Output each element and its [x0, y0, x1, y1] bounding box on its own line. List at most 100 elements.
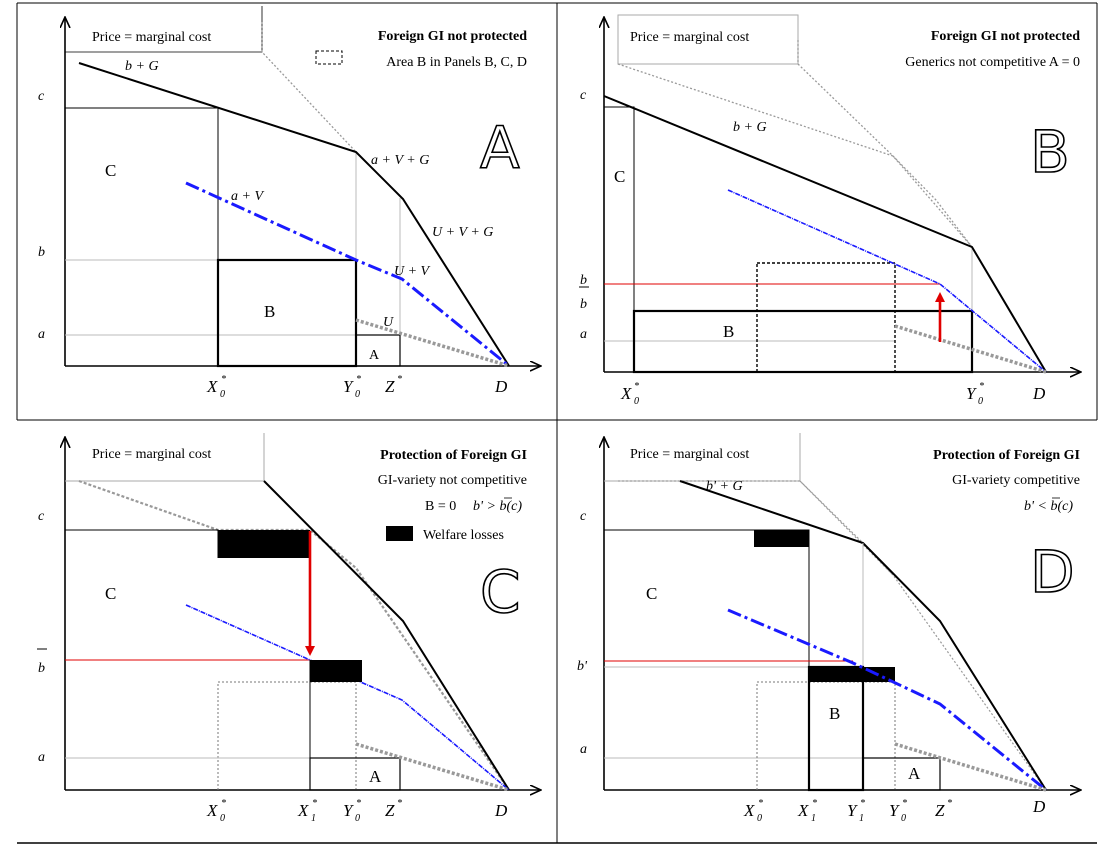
panel-b-area-label-b: B	[723, 322, 734, 341]
panel-a-curve-label-a-v-g: a + V + G	[371, 153, 429, 168]
panel-b: Price = marginal cost c b b a X *	[579, 15, 1080, 407]
panel-c-letter: C	[480, 558, 521, 626]
svg-text:Y: Y	[343, 801, 354, 820]
panel-d-letter: D	[1030, 538, 1075, 606]
panel-c-condition-right: b' > b(c)	[473, 499, 522, 514]
svg-text:0: 0	[355, 813, 360, 824]
panel-d-x-label-z: Z *	[935, 798, 952, 820]
panel-b-blue-curve	[728, 190, 1046, 372]
svg-text:b: b	[580, 273, 587, 288]
panel-b-y-label-a: a	[580, 327, 587, 342]
svg-text:X: X	[620, 384, 632, 403]
svg-text:*: *	[634, 381, 639, 392]
panel-c-welfare-loss-lower	[310, 660, 362, 682]
panel-c-x-label-z: Z *	[385, 798, 402, 820]
panel-a-y-label-a: a	[38, 327, 45, 342]
panel-a-title: Foreign GI not protected	[378, 29, 527, 44]
svg-text:*: *	[397, 374, 402, 385]
svg-text:Y: Y	[847, 801, 858, 820]
svg-text:*: *	[221, 374, 226, 385]
svg-text:X: X	[206, 377, 218, 396]
panel-d-area-b	[809, 667, 863, 790]
panel-b-y-label-b: b	[580, 297, 587, 312]
panel-a-legend-text: Area B in Panels B, C, D	[386, 55, 527, 70]
panel-a-y-label-b: b	[38, 245, 45, 260]
panel-c-x-label-d: D	[494, 801, 508, 820]
svg-text:X: X	[797, 801, 809, 820]
panel-c-legend-text: Welfare losses	[423, 528, 504, 543]
panel-d-welfare-loss-upper	[754, 530, 809, 547]
panel-a-area-label-c: C	[105, 161, 116, 180]
panel-a-curve-label-u-v: U + V	[394, 264, 431, 279]
panel-b-area-label-c: C	[614, 167, 625, 186]
svg-text:Z: Z	[385, 377, 395, 396]
panel-a: Price = marginal cost c b a X * 0 Y *	[38, 6, 540, 400]
panel-d: Price = marginal cost c b' a X *	[577, 433, 1080, 824]
panel-a-blue-curve	[186, 183, 509, 366]
panel-d-x-label-d: D	[1032, 797, 1046, 816]
panel-d-y-label-a: a	[580, 742, 587, 757]
panel-c-welfare-loss-upper	[218, 530, 310, 558]
svg-text:*: *	[979, 381, 984, 392]
svg-text:*: *	[397, 798, 402, 809]
panel-c-top-left-label: Price = marginal cost	[92, 447, 211, 462]
panel-a-curve-label-u: U	[383, 315, 394, 330]
panel-a-x-label-d: D	[494, 377, 508, 396]
panel-c-x-label-y0: Y * 0	[343, 798, 361, 824]
panel-c-x-label-x1: X * 1	[297, 798, 317, 824]
svg-text:*: *	[312, 798, 317, 809]
panel-c-y-label-c: c	[38, 509, 45, 524]
panel-a-area-b	[218, 260, 356, 366]
panel-a-x-label-x0: X * 0	[206, 374, 226, 400]
panel-a-area-label-b: B	[264, 302, 275, 321]
panel-c-area-label-a: A	[369, 767, 382, 786]
panel-b-x-label-x0: X * 0	[620, 381, 639, 407]
panel-d-x-label-y1: Y * 1	[847, 798, 865, 824]
panel-b-curve-label-b-g: b + G	[733, 120, 767, 135]
svg-text:X: X	[206, 801, 218, 820]
panel-a-x-label-z: Z *	[385, 374, 402, 396]
panel-d-top-left-label: Price = marginal cost	[630, 447, 749, 462]
svg-text:*: *	[812, 798, 817, 809]
panel-d-x-label-y0: Y * 0	[889, 798, 907, 824]
svg-text:*: *	[758, 798, 763, 809]
panel-c-subtitle: GI-variety not competitive	[378, 473, 527, 488]
svg-text:*: *	[356, 798, 361, 809]
panel-c-area-a	[310, 758, 400, 790]
panel-a-top-left-label: Price = marginal cost	[92, 30, 211, 45]
panel-c: Price = marginal cost c b a X	[37, 433, 540, 824]
svg-text:Z: Z	[385, 801, 395, 820]
panel-a-curve-label-b-g: b + G	[125, 59, 159, 74]
panel-d-y-label-c: c	[580, 509, 587, 524]
panel-c-legend-swatch	[386, 526, 413, 541]
panel-b-y-label-c: c	[580, 88, 587, 103]
panel-d-x-label-x1: X * 1	[797, 798, 817, 824]
panel-a-x-label-y0: Y * 0	[343, 374, 361, 400]
svg-text:*: *	[221, 798, 226, 809]
svg-text:0: 0	[220, 389, 225, 400]
svg-text:1: 1	[811, 813, 816, 824]
svg-text:0: 0	[901, 813, 906, 824]
svg-text:X: X	[743, 801, 755, 820]
panel-b-dashed-area	[757, 263, 895, 372]
panel-a-area-label-a: A	[369, 348, 380, 363]
panel-a-curve-label-a-v: a + V	[231, 189, 264, 204]
panel-b-x-label-y0: Y * 0	[966, 381, 984, 407]
panel-d-area-label-a: A	[908, 764, 921, 783]
panel-c-y-label-a: a	[38, 750, 45, 765]
panel-c-blue-curve	[186, 605, 509, 790]
panel-c-title: Protection of Foreign GI	[380, 448, 527, 463]
svg-text:b: b	[38, 661, 45, 676]
svg-text:0: 0	[634, 396, 639, 407]
panel-c-area-label-c: C	[105, 584, 116, 603]
panel-a-legend-swatch	[316, 51, 342, 64]
panel-d-blue-curve	[728, 610, 1046, 790]
svg-text:*: *	[356, 374, 361, 385]
panel-b-demand-curve	[604, 96, 1046, 372]
panel-d-subtitle: GI-variety competitive	[952, 473, 1080, 488]
panel-d-x-label-x0: X * 0	[743, 798, 763, 824]
svg-text:Y: Y	[966, 384, 977, 403]
svg-text:0: 0	[220, 813, 225, 824]
svg-text:Y: Y	[343, 377, 354, 396]
